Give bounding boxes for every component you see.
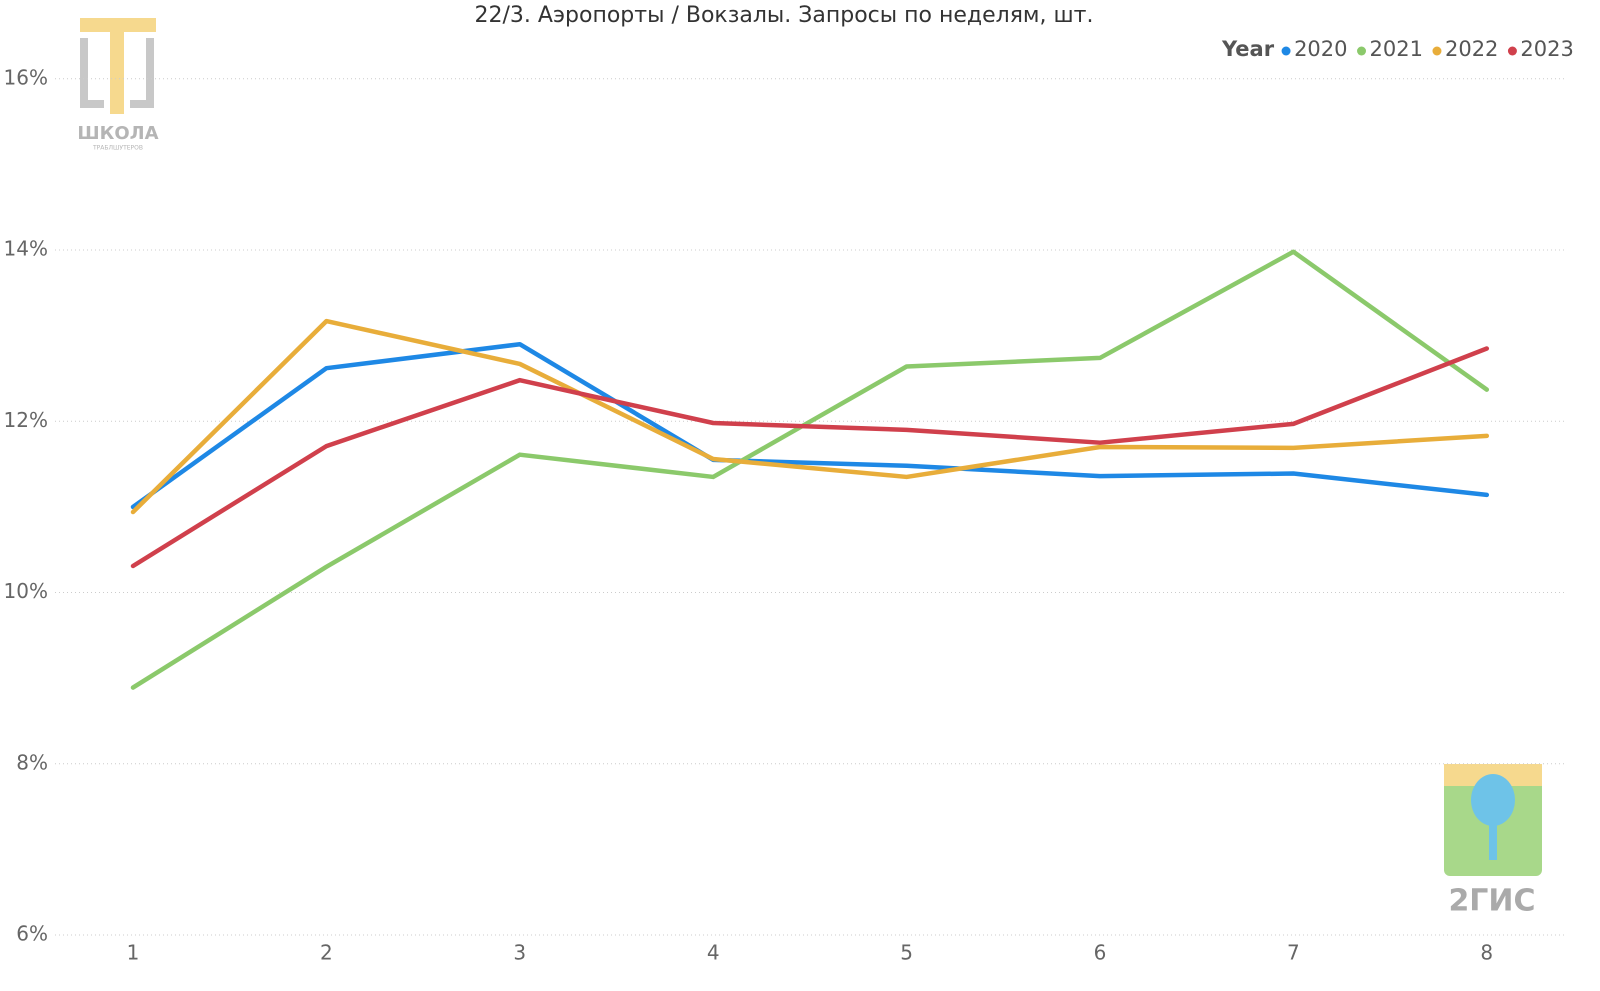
legend-label: 2020 xyxy=(1294,37,1347,61)
legend: Year 2020 2021 2022 2023 xyxy=(1221,37,1574,61)
series-line xyxy=(130,318,1490,515)
series-line xyxy=(130,341,1490,510)
series-line xyxy=(130,346,1490,569)
x-tick-label: 7 xyxy=(1287,941,1300,965)
legend-marker xyxy=(1281,46,1291,56)
school-logo-subtext: ТРАБЛШУТЕРОВ xyxy=(92,145,143,152)
legend-marker xyxy=(1507,46,1517,56)
legend-marker xyxy=(1432,46,1442,56)
legend-label: 2022 xyxy=(1445,37,1498,61)
legend-label: 2023 xyxy=(1520,37,1573,61)
x-tick-label: 1 xyxy=(127,941,140,965)
legend-marker xyxy=(1357,46,1367,56)
chart-title: 22/3. Аэропорты / Вокзалы. Запросы по не… xyxy=(475,3,1094,28)
school-logo-text: ШКОЛА xyxy=(77,123,158,144)
legend-label: 2021 xyxy=(1370,37,1423,61)
legend-title: Year xyxy=(1221,37,1275,61)
x-tick-label: 5 xyxy=(900,941,913,965)
y-tick-label: 12% xyxy=(4,408,48,432)
y-tick-label: 8% xyxy=(16,750,48,774)
x-tick-label: 6 xyxy=(1094,941,1107,965)
y-tick-label: 16% xyxy=(4,65,48,89)
y-tick-label: 14% xyxy=(4,237,48,261)
series-line xyxy=(130,249,1490,690)
brand-logo-text: 2ГИС xyxy=(1448,884,1535,919)
school-logo: ШКОЛА ТРАБЛШУТЕРОВ xyxy=(77,18,159,152)
x-tick-label: 3 xyxy=(513,941,526,965)
x-tick-label: 4 xyxy=(707,941,720,965)
y-tick-label: 10% xyxy=(4,579,48,603)
x-tick-label: 2 xyxy=(320,941,333,965)
brand-logo: 2ГИС xyxy=(1444,764,1542,919)
y-tick-label: 6% xyxy=(16,922,48,946)
x-tick-label: 8 xyxy=(1480,941,1493,965)
